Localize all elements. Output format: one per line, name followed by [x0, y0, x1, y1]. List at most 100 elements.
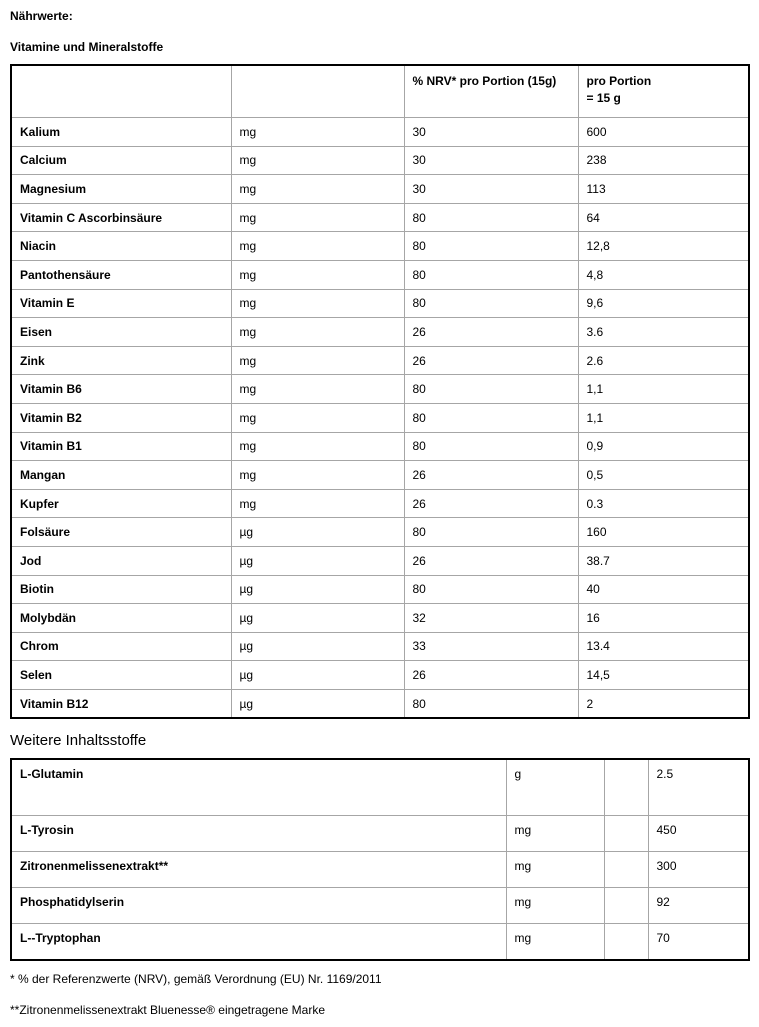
unit-cell: mg: [230, 259, 405, 290]
unit-cell: µg: [230, 517, 405, 547]
amount-cell: 13.4: [577, 631, 750, 662]
table-row: Kalium mg 30 600: [10, 117, 750, 147]
unit-cell: µg: [230, 631, 405, 662]
nutrient-name-cell: Vitamin C Ascorbinsäure: [10, 202, 232, 233]
nrv-percent-cell: 26: [403, 317, 579, 347]
unit-cell: mg: [230, 374, 405, 404]
unit-cell: mg: [505, 851, 605, 889]
table-row: Phosphatidylserin mg 92: [10, 887, 750, 925]
nutrient-name-cell: Zink: [10, 345, 232, 376]
table-row: Zitronenmelissenextrakt** mg 300: [10, 851, 750, 889]
nutrient-name-cell: Folsäure: [10, 517, 232, 547]
header-unit-cell: [230, 64, 405, 118]
nrv-percent-cell: 30: [403, 174, 579, 204]
unit-cell: g: [505, 758, 605, 817]
nrv-percent-cell: 30: [403, 117, 579, 147]
value-cell: 70: [647, 923, 750, 961]
nrv-percent-cell: 32: [403, 603, 579, 633]
nutrient-name-cell: Selen: [10, 660, 232, 690]
ingredient-name-cell: L--Tryptophan: [10, 923, 507, 961]
nrv-percent-cell: 33: [403, 631, 579, 662]
unit-cell: mg: [230, 345, 405, 376]
nutrient-name-cell: Vitamin B6: [10, 374, 232, 404]
amount-cell: 40: [577, 574, 750, 605]
table-row: Niacin mg 80 12,8: [10, 231, 750, 261]
vitamins-section-heading: Vitamine und Mineralstoffe: [10, 40, 164, 54]
table-row: Vitamin B2 mg 80 1,1: [10, 402, 750, 433]
nutrient-name-cell: Pantothensäure: [10, 259, 232, 290]
nrv-percent-cell: 80: [403, 688, 579, 719]
value-cell: 450: [647, 815, 750, 853]
ingredient-name-cell: Phosphatidylserin: [10, 887, 507, 925]
nutrient-name-cell: Vitamin B1: [10, 431, 232, 462]
table-row: Eisen mg 26 3.6: [10, 317, 750, 347]
table-row: Selen µg 26 14,5: [10, 660, 750, 690]
unit-cell: mg: [230, 317, 405, 347]
table-row: L-Glutamin g 2.5: [10, 758, 750, 817]
nrv-percent-cell: 80: [403, 574, 579, 605]
other-ingredients-heading: Weitere Inhaltsstoffe: [10, 732, 147, 750]
table-row: Vitamin B12 µg 80 2: [10, 688, 750, 719]
nrv-percent-cell: 26: [403, 460, 579, 490]
nrv-percent-cell: 80: [403, 431, 579, 462]
table-row: Calcium mg 30 238: [10, 145, 750, 176]
table-row: Vitamin B1 mg 80 0,9: [10, 431, 750, 462]
nutrient-name-cell: Jod: [10, 545, 232, 576]
amount-cell: 3.6: [577, 317, 750, 347]
unit-cell: µg: [230, 660, 405, 690]
nrv-percent-cell: 80: [403, 374, 579, 404]
spacer-cell: [603, 815, 649, 853]
vitamins-minerals-table: % NRV* pro Portion (15g) pro Portion = 1…: [10, 64, 750, 720]
header-nrv-cell: % NRV* pro Portion (15g): [403, 64, 579, 118]
table-row: L--Tryptophan mg 70: [10, 923, 750, 961]
amount-cell: 16: [577, 603, 750, 633]
nrv-percent-cell: 80: [403, 259, 579, 290]
table-header-row: % NRV* pro Portion (15g) pro Portion = 1…: [10, 64, 750, 118]
nutrient-name-cell: Niacin: [10, 231, 232, 261]
amount-cell: 38.7: [577, 545, 750, 576]
nrv-percent-cell: 30: [403, 145, 579, 176]
amount-cell: 9,6: [577, 288, 750, 319]
footnote-nrv: * % der Referenzwerte (NRV), gemäß Veror…: [10, 972, 382, 987]
amount-cell: 0,5: [577, 460, 750, 490]
value-cell: 2.5: [647, 758, 750, 817]
nrv-percent-cell: 80: [403, 517, 579, 547]
nrv-percent-cell: 80: [403, 202, 579, 233]
nutrient-name-cell: Magnesium: [10, 174, 232, 204]
value-cell: 92: [647, 887, 750, 925]
header-name-cell: [10, 64, 232, 118]
amount-cell: 1,1: [577, 402, 750, 433]
table-row: Pantothensäure mg 80 4,8: [10, 259, 750, 290]
nutrient-name-cell: Kupfer: [10, 488, 232, 519]
ingredient-name-cell: L-Glutamin: [10, 758, 507, 817]
spacer-cell: [603, 851, 649, 889]
amount-cell: 238: [577, 145, 750, 176]
header-amount-cell: pro Portion = 15 g: [577, 64, 750, 118]
nrv-percent-cell: 26: [403, 345, 579, 376]
spacer-cell: [603, 923, 649, 961]
table-row: Kupfer mg 26 0.3: [10, 488, 750, 519]
unit-cell: µg: [230, 574, 405, 605]
unit-cell: mg: [505, 887, 605, 925]
nrv-percent-cell: 26: [403, 545, 579, 576]
nutrient-name-cell: Mangan: [10, 460, 232, 490]
amount-cell: 0,9: [577, 431, 750, 462]
amount-cell: 12,8: [577, 231, 750, 261]
nutrient-name-cell: Kalium: [10, 117, 232, 147]
amount-cell: 64: [577, 202, 750, 233]
unit-cell: mg: [230, 288, 405, 319]
nutrient-name-cell: Biotin: [10, 574, 232, 605]
amount-cell: 1,1: [577, 374, 750, 404]
unit-cell: mg: [505, 923, 605, 961]
spacer-cell: [603, 758, 649, 817]
nrv-percent-cell: 80: [403, 231, 579, 261]
nrv-percent-cell: 80: [403, 288, 579, 319]
nrv-percent-cell: 26: [403, 660, 579, 690]
nutrient-name-cell: Vitamin B12: [10, 688, 232, 719]
nrv-percent-cell: 26: [403, 488, 579, 519]
table-row: L-Tyrosin mg 450: [10, 815, 750, 853]
unit-cell: mg: [505, 815, 605, 853]
table-row: Chrom µg 33 13.4: [10, 631, 750, 662]
unit-cell: mg: [230, 460, 405, 490]
page-title: Nährwerte:: [10, 9, 73, 23]
